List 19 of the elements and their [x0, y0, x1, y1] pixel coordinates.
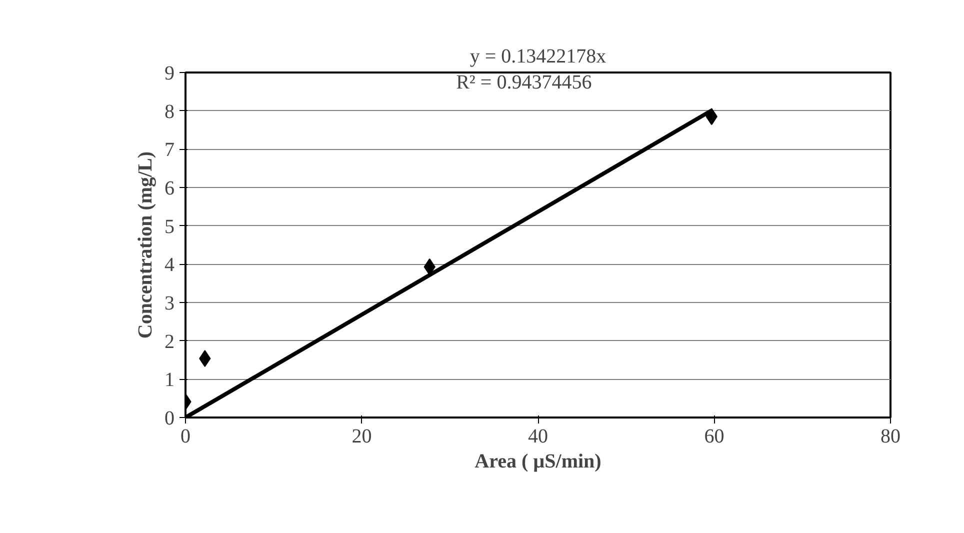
text: y = 0.13422178x — [470, 46, 606, 68]
x-tick-label: 40 — [528, 426, 548, 448]
y-tick-label: 0 — [164, 408, 174, 430]
y-tick-label: 4 — [164, 254, 174, 276]
x-tick-label: 20 — [352, 426, 372, 448]
x-axis-title: Area ( µS/min) — [474, 450, 602, 472]
x-tick-label: 80 — [880, 426, 900, 448]
y-tick-label: 1 — [164, 369, 174, 392]
y-tick-label: 9 — [164, 62, 174, 84]
y-tick-label: 5 — [164, 216, 174, 238]
annotation: R² = 0.94374456 — [456, 72, 592, 94]
y-tick-label: 2 — [164, 330, 174, 353]
y-tick-label: 6 — [164, 178, 174, 200]
x-tick-label: 60 — [704, 426, 724, 448]
y-tick-label: 8 — [164, 100, 174, 123]
y-tick-label: 3 — [164, 292, 174, 314]
x-tick-label: 0 — [180, 426, 190, 448]
y-tick-label: 7 — [164, 139, 174, 162]
y-axis-title: Concentration (mg/L) — [134, 151, 156, 339]
